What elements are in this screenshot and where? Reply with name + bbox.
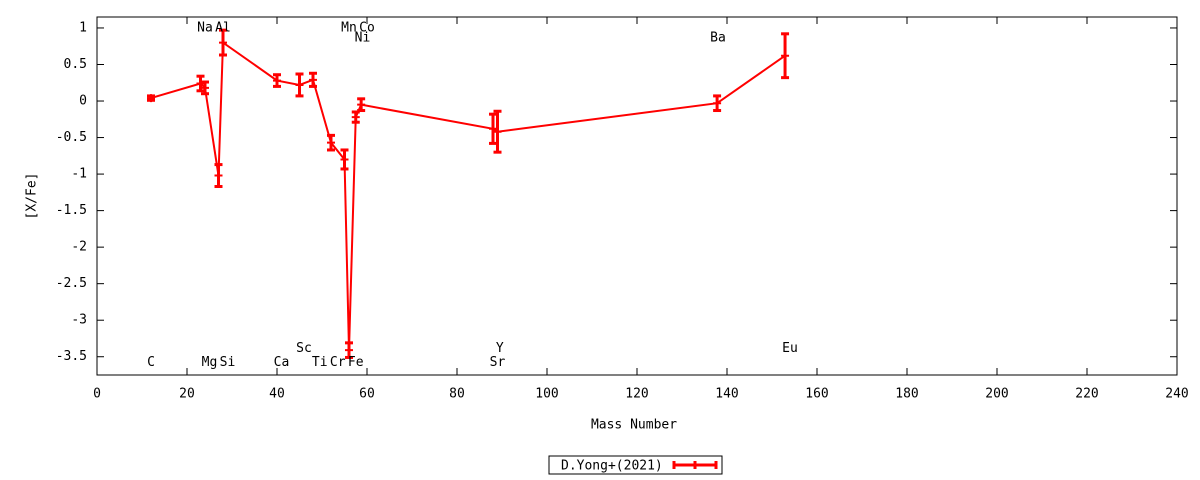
annotation: Mg [202,355,218,370]
annotation: Sc [296,341,312,356]
annotation: Ca [274,355,290,370]
annotation: Fe [348,355,364,370]
y-tick-label: -0.5 [56,130,87,145]
point [493,127,502,136]
y-tick-label: -2 [71,240,87,255]
point [147,94,155,103]
annotation: Co [359,20,375,35]
legend-box [548,455,723,475]
annotation: Si [220,355,236,370]
x-tick-label: 140 [715,387,738,402]
annotation: Sr [490,355,506,370]
point [201,83,209,92]
annotation: C [147,355,155,370]
point [345,346,353,355]
y-axis-label: [X/Fe] [25,173,40,220]
plot-frame [96,16,1178,376]
point [273,76,281,85]
annotation: Ti [312,355,328,370]
x-tick-label: 100 [535,387,558,402]
annotation: Ni [355,31,371,46]
point [351,113,360,122]
annotation: Al [215,20,231,35]
y-tick-label: -3.5 [56,349,87,364]
y-tick-label: -1.5 [56,203,87,218]
annotation: Mn [341,20,357,35]
point [219,38,227,47]
series-line [150,40,786,351]
y-tick-label: 1 [79,20,87,35]
point [713,99,722,108]
x-tick-label: 240 [1165,387,1188,402]
legend-label: D.Yong+(2021) [561,459,663,474]
annotation: Ba [710,31,726,46]
annotation: Na [197,20,213,35]
x-tick-label: 0 [93,387,101,402]
x-tick-label: 200 [985,387,1008,402]
point [214,171,223,180]
x-tick-label: 20 [179,387,195,402]
point [781,51,790,60]
y-tick-label: -3 [71,313,87,328]
annotation: Eu [782,341,798,356]
y-tick-label: 0 [79,94,87,109]
x-tick-label: 40 [269,387,285,402]
point [489,124,497,133]
x-tick-label: 80 [449,387,465,402]
y-tick-label: -2.5 [56,276,87,291]
point [309,75,317,84]
x-tick-label: 120 [625,387,648,402]
point [327,138,335,147]
x-tick-label: 180 [895,387,918,402]
x-tick-label: 60 [359,387,375,402]
annotation: Y [496,341,504,356]
annotation: Cr [330,355,346,370]
x-tick-label: 160 [805,387,828,402]
point [295,80,304,89]
point [340,155,349,164]
y-tick-label: 0.5 [64,57,87,72]
x-axis-label: Mass Number [591,418,677,433]
x-tick-label: 220 [1075,387,1098,402]
y-tick-label: -1 [71,167,87,182]
point [357,100,366,109]
